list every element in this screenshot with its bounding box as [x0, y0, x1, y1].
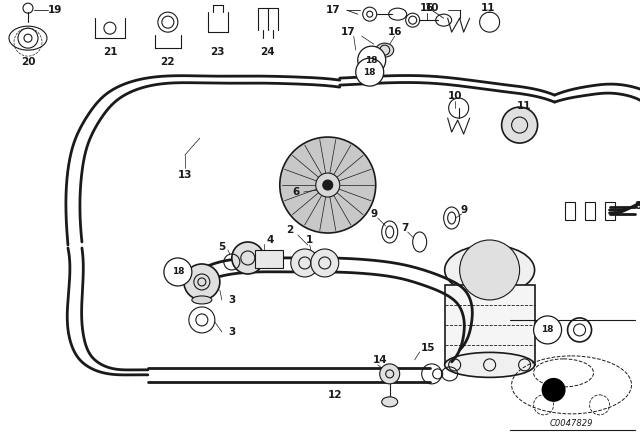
Circle shape	[232, 242, 264, 274]
Text: C0047829: C0047829	[550, 419, 593, 428]
Text: 13: 13	[178, 170, 192, 180]
Bar	[584, 202, 595, 220]
Bar	[445, 285, 534, 365]
Text: 2: 2	[286, 225, 293, 235]
Ellipse shape	[445, 245, 534, 295]
Text: 18: 18	[172, 267, 184, 276]
Text: 22: 22	[161, 57, 175, 67]
Ellipse shape	[376, 43, 394, 57]
Bar	[564, 202, 575, 220]
Circle shape	[291, 249, 319, 277]
Text: 1: 1	[306, 235, 314, 245]
Bar	[255, 250, 283, 268]
Text: 19: 19	[48, 5, 62, 15]
Text: 17: 17	[325, 5, 340, 15]
Text: 7: 7	[401, 223, 408, 233]
Circle shape	[323, 180, 333, 190]
Text: 14: 14	[372, 355, 387, 365]
Text: 3: 3	[228, 295, 236, 305]
Circle shape	[541, 378, 566, 402]
Circle shape	[184, 264, 220, 300]
Text: 11: 11	[516, 101, 531, 111]
Text: 24: 24	[260, 47, 275, 57]
Text: 11: 11	[481, 3, 495, 13]
Text: 9: 9	[460, 205, 467, 215]
Text: 18: 18	[541, 325, 554, 334]
Circle shape	[460, 240, 520, 300]
Circle shape	[280, 137, 376, 233]
Text: 10: 10	[447, 91, 462, 101]
Ellipse shape	[381, 397, 397, 407]
Text: 21: 21	[102, 47, 117, 57]
Text: 18: 18	[364, 68, 376, 77]
Text: 12: 12	[328, 390, 342, 400]
Circle shape	[356, 58, 384, 86]
Circle shape	[316, 173, 340, 197]
Text: 10: 10	[424, 3, 439, 13]
Text: 16: 16	[387, 27, 402, 37]
Text: 5: 5	[218, 242, 225, 252]
Text: 9: 9	[370, 209, 377, 219]
Circle shape	[358, 46, 386, 74]
Ellipse shape	[300, 253, 330, 273]
Circle shape	[380, 364, 400, 384]
Text: 17: 17	[340, 27, 355, 37]
Text: 4: 4	[266, 235, 273, 245]
Text: 16: 16	[419, 3, 434, 13]
Circle shape	[534, 316, 561, 344]
Text: 3: 3	[228, 327, 236, 337]
Text: 20: 20	[20, 57, 35, 67]
Text: 15: 15	[420, 343, 435, 353]
Circle shape	[311, 249, 339, 277]
Ellipse shape	[192, 296, 212, 304]
Ellipse shape	[445, 353, 534, 377]
Bar	[605, 202, 614, 220]
Circle shape	[502, 107, 538, 143]
Text: 6: 6	[292, 187, 300, 197]
Text: 8: 8	[634, 201, 640, 211]
Text: 23: 23	[211, 47, 225, 57]
Text: 18: 18	[365, 56, 378, 65]
Circle shape	[164, 258, 192, 286]
